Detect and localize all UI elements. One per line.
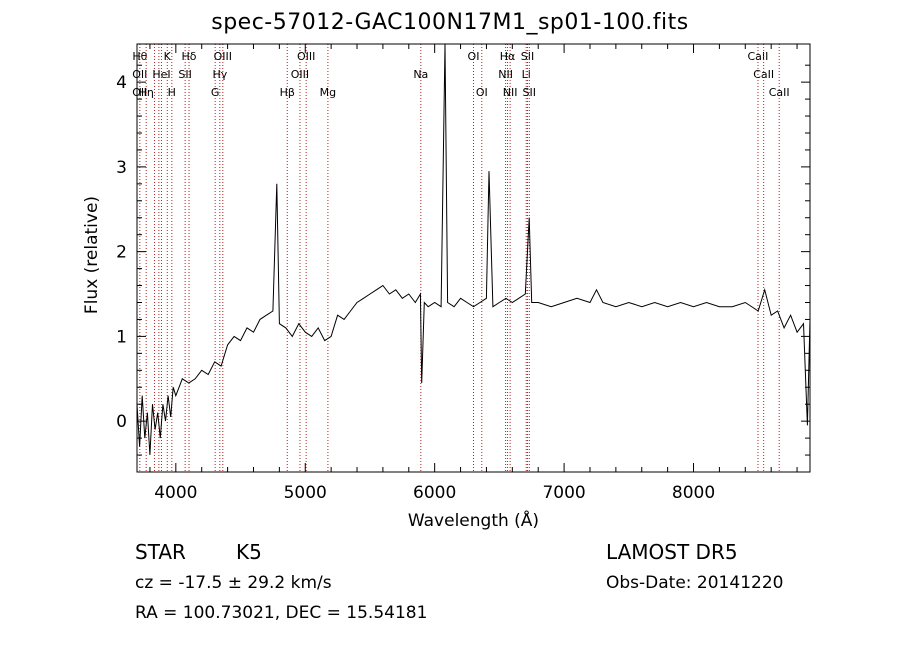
x-tick-label-4: 8000 bbox=[672, 483, 715, 503]
marker-label-11-top: OIII bbox=[214, 50, 232, 63]
marker-label-21-low: NII bbox=[503, 86, 518, 99]
marker-label-14-top: OIII bbox=[297, 50, 315, 63]
marker-label-22-mid: Li bbox=[522, 68, 531, 81]
plot-frame bbox=[136, 43, 811, 473]
survey-name: LAMOST DR5 bbox=[606, 540, 738, 564]
x-tick-label-1: 5000 bbox=[284, 483, 327, 503]
axes: 4000 5000 6000 7000 8000 0 1 2 3 4 bbox=[116, 44, 810, 503]
marker-label-18-low: OI bbox=[476, 86, 488, 99]
marker-label-25-top: CaII bbox=[748, 50, 769, 63]
marker-label-6-low: H bbox=[168, 86, 176, 99]
marker-label-15-low: Mg bbox=[320, 86, 336, 99]
coordinates: RA = 100.73021, DEC = 15.54181 bbox=[135, 603, 428, 623]
marker-label-5-top: K bbox=[164, 50, 172, 63]
marker-label-0-top: Hθ bbox=[132, 50, 147, 63]
object-class: STAR bbox=[135, 540, 186, 564]
marker-label-0-mid: OII bbox=[132, 68, 147, 81]
y-tick-label-4: 4 bbox=[116, 73, 127, 93]
x-tick-label-2: 6000 bbox=[413, 483, 456, 503]
marker-label-27-low: CaII bbox=[769, 86, 790, 99]
marker-label-1-low: Hη bbox=[139, 86, 154, 99]
marker-label-8-top: Hδ bbox=[182, 50, 197, 63]
x-tick-label-3: 7000 bbox=[542, 483, 585, 503]
marker-label-7-mid: SII bbox=[178, 68, 191, 81]
y-tick-label-2: 2 bbox=[116, 243, 127, 263]
x-tick-label-0: 4000 bbox=[154, 483, 197, 503]
marker-label-19-mid: NII bbox=[498, 68, 513, 81]
marker-label-10-mid: Hγ bbox=[212, 68, 227, 81]
marker-label-16-mid: Na bbox=[413, 68, 428, 81]
marker-label-4-mid: HeI bbox=[152, 68, 170, 81]
marker-label-9-low: G bbox=[211, 86, 220, 99]
spectral-line-markers: HθOIIOIIHηHeIKHSIIHδGHγOIIIHβOIIIOIIIMgN… bbox=[132, 44, 790, 472]
redshift-velocity: cz = -17.5 ± 29.2 km/s bbox=[135, 573, 332, 593]
x-axis-label: Wavelength (Å) bbox=[407, 511, 540, 531]
chart-title: spec-57012-GAC100N17M1_sp01-100.fits bbox=[211, 10, 689, 35]
marker-label-26-mid: CaII bbox=[753, 68, 774, 81]
marker-label-24-low: SII bbox=[523, 86, 536, 99]
y-tick-label-0: 0 bbox=[116, 412, 127, 432]
marker-label-17-top: OI bbox=[468, 50, 480, 63]
marker-label-0-low: OII bbox=[132, 86, 147, 99]
y-axis-label: Flux (relative) bbox=[82, 195, 102, 315]
observation-date: Obs-Date: 20141220 bbox=[606, 573, 784, 593]
marker-label-20-top: Hα bbox=[500, 50, 516, 63]
marker-label-23-top: SII bbox=[521, 50, 534, 63]
y-tick-label-3: 3 bbox=[116, 158, 127, 178]
object-subclass: K5 bbox=[236, 540, 262, 564]
marker-label-13-mid: OIII bbox=[291, 68, 309, 81]
marker-label-12-low: Hβ bbox=[280, 86, 295, 99]
spectrum-line bbox=[136, 43, 811, 456]
y-tick-label-1: 1 bbox=[116, 327, 127, 347]
